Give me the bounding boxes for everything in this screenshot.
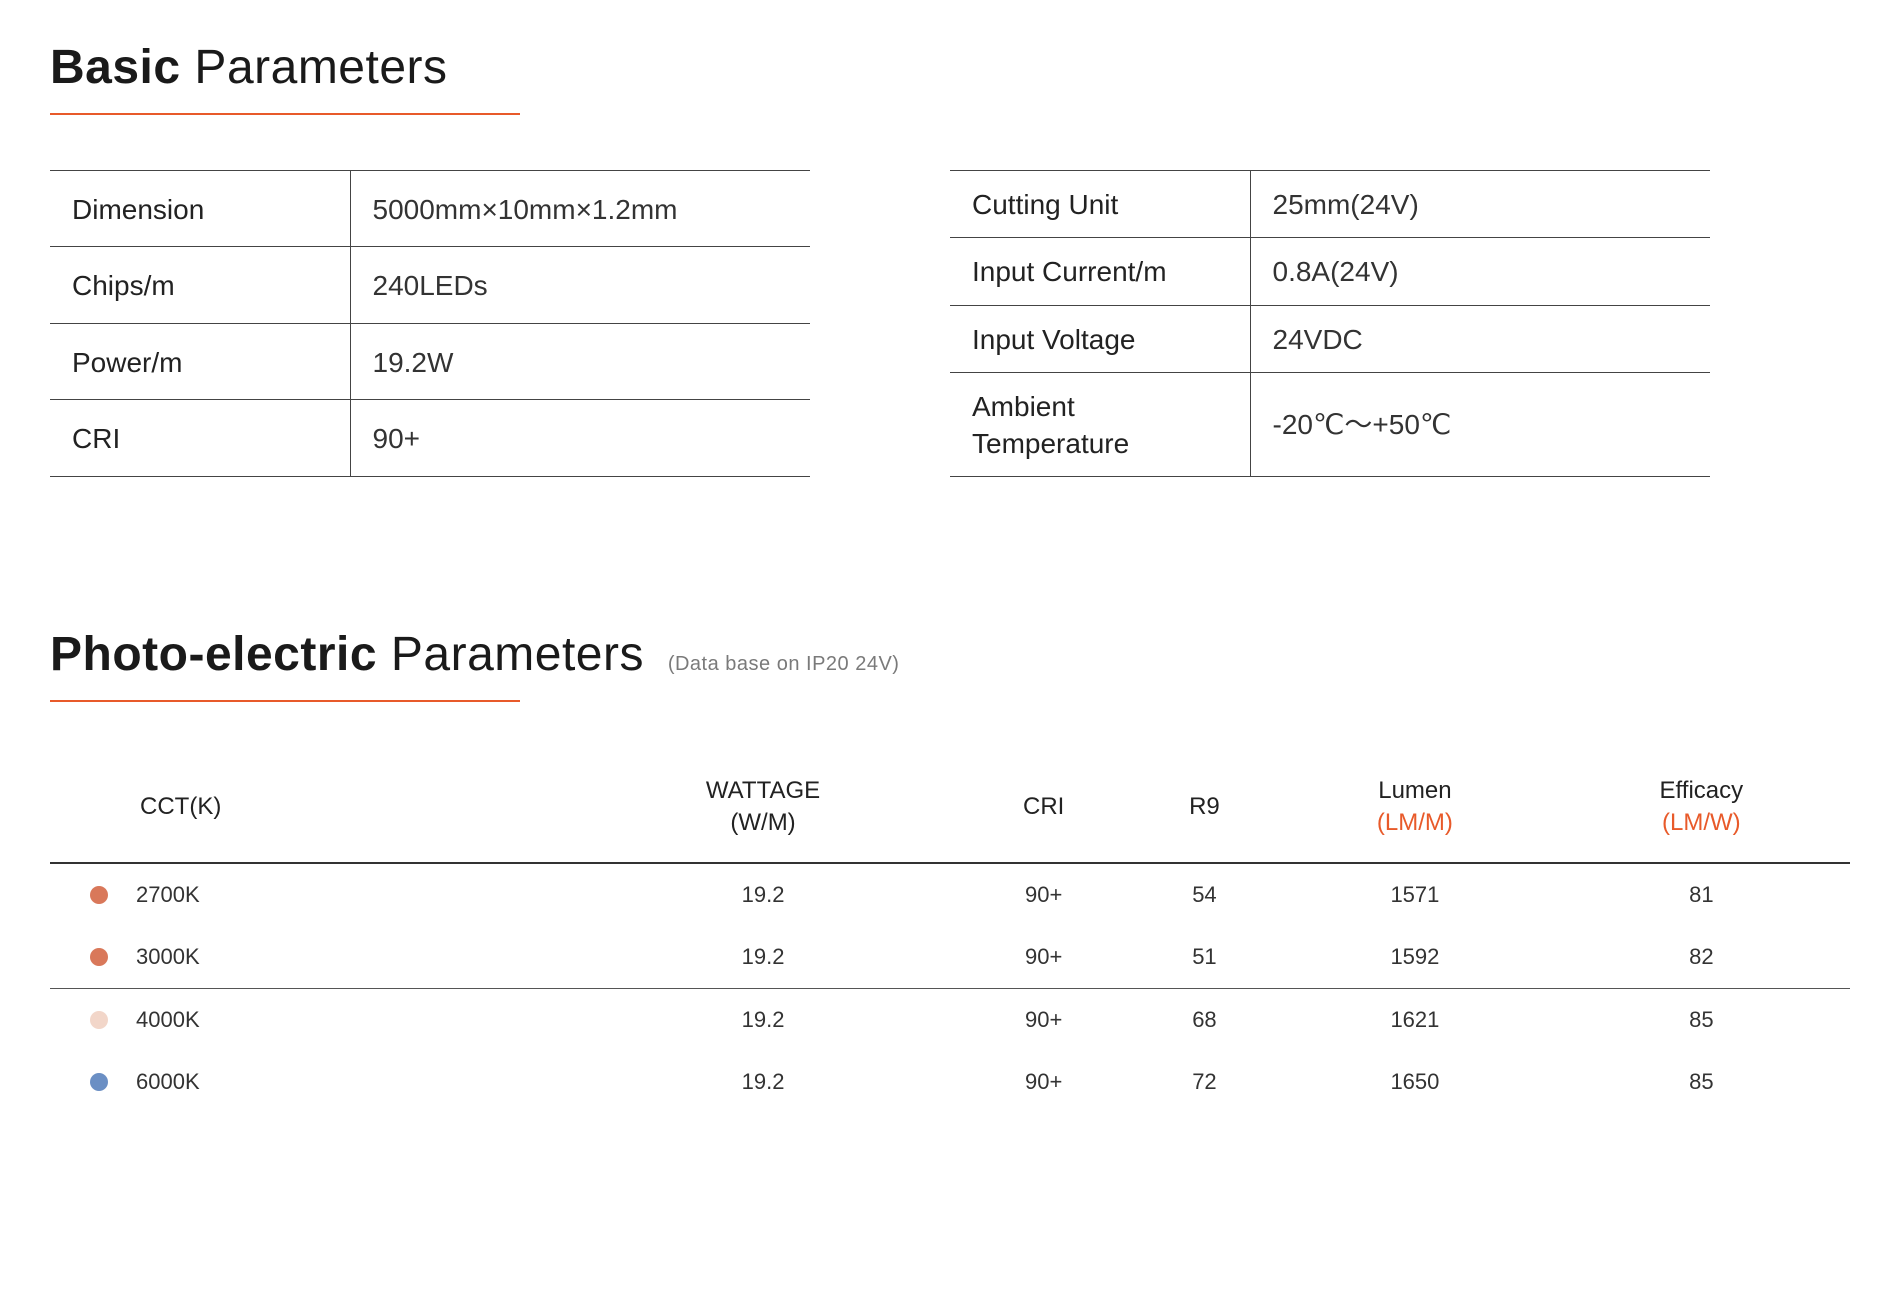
param-label: Dimension (50, 171, 350, 247)
table-row: 3000K 19.290+51159282 (50, 926, 1850, 989)
column-header-unit: (LM/M) (1287, 807, 1542, 839)
cri-cell: 90+ (956, 863, 1132, 926)
param-value: 5000mm×10mm×1.2mm (350, 171, 810, 247)
param-label: Cutting Unit (950, 171, 1250, 238)
table-row: Chips/m240LEDs (50, 247, 810, 323)
table-row: 2700K 19.290+54157181 (50, 863, 1850, 926)
r9-cell: 68 (1132, 988, 1277, 1051)
param-value: 25mm(24V) (1250, 171, 1710, 238)
lumen-cell: 1571 (1277, 863, 1552, 926)
title-bold: Photo-electric (50, 628, 377, 681)
efficacy-cell: 81 (1553, 863, 1850, 926)
title-underline (50, 700, 520, 702)
column-header: WATTAGE (W/M) (570, 757, 955, 863)
r9-cell: 54 (1132, 863, 1277, 926)
param-label: CRI (50, 400, 350, 477)
column-header: Lumen (LM/M) (1277, 757, 1552, 863)
color-swatch-icon (90, 1073, 108, 1091)
title-bold: Basic (50, 41, 181, 94)
param-label: Input Voltage (950, 305, 1250, 372)
param-value: 240LEDs (350, 247, 810, 323)
cct-value: 6000K (136, 1069, 200, 1094)
table-row: Dimension5000mm×10mm×1.2mm (50, 171, 810, 247)
table-row: 6000K 19.290+72165085 (50, 1051, 1850, 1113)
param-value: 19.2W (350, 323, 810, 399)
color-swatch-icon (90, 1011, 108, 1029)
title-underline (50, 113, 520, 115)
column-header-unit: (W/M) (580, 807, 945, 839)
color-swatch-icon (90, 886, 108, 904)
lumen-cell: 1621 (1277, 988, 1552, 1051)
wattage-cell: 19.2 (570, 1051, 955, 1113)
cct-value: 4000K (136, 1007, 200, 1032)
param-value: -20℃～+50℃ (1250, 373, 1710, 477)
column-header-label: CCT(K) (140, 793, 221, 820)
column-header-label: Lumen (1378, 777, 1451, 804)
table-row: CRI90+ (50, 400, 810, 477)
table-row: Power/m19.2W (50, 323, 810, 399)
subtitle-note: (Data base on IP20 24V) (668, 653, 900, 675)
photo-electric-table: CCT(K) WATTAGE (W/M) CRI R9 Lumen (LM/M) Effica… (50, 757, 1850, 1113)
basic-parameters-title: Basic Parameters (50, 40, 1850, 95)
cri-cell: 90+ (956, 1051, 1132, 1113)
column-header-label: CRI (1023, 793, 1064, 820)
column-header-unit: (LM/W) (1563, 807, 1840, 839)
wattage-cell: 19.2 (570, 863, 955, 926)
wattage-cell: 19.2 (570, 988, 955, 1051)
table-row: Cutting Unit25mm(24V) (950, 171, 1710, 238)
param-label: Input Current/m (950, 238, 1250, 305)
column-header: CCT(K) (50, 757, 570, 863)
cct-value: 2700K (136, 882, 200, 907)
r9-cell: 51 (1132, 926, 1277, 989)
column-header: CRI (956, 757, 1132, 863)
table-row: Ambient Temperature-20℃～+50℃ (950, 373, 1710, 477)
efficacy-cell: 85 (1553, 1051, 1850, 1113)
table-row: Input Current/m0.8A(24V) (950, 238, 1710, 305)
title-rest: Parameters (377, 628, 644, 681)
column-header: R9 (1132, 757, 1277, 863)
column-header: Efficacy (LM/W) (1553, 757, 1850, 863)
cct-cell: 2700K (50, 863, 570, 926)
cri-cell: 90+ (956, 926, 1132, 989)
param-label: Chips/m (50, 247, 350, 323)
param-value: 0.8A(24V) (1250, 238, 1710, 305)
param-value: 90+ (350, 400, 810, 477)
column-header-label: R9 (1189, 793, 1220, 820)
efficacy-cell: 82 (1553, 926, 1850, 989)
lumen-cell: 1592 (1277, 926, 1552, 989)
param-label: Power/m (50, 323, 350, 399)
cct-cell: 4000K (50, 988, 570, 1051)
table-row: Input Voltage24VDC (950, 305, 1710, 372)
lumen-cell: 1650 (1277, 1051, 1552, 1113)
cct-value: 3000K (136, 944, 200, 969)
title-rest: Parameters (181, 41, 448, 94)
basic-parameters-tables: Dimension5000mm×10mm×1.2mmChips/m240LEDs… (50, 170, 1850, 477)
photo-electric-title: Photo-electric Parameters (Data base on … (50, 627, 1850, 682)
table-row: 4000K 19.290+68162185 (50, 988, 1850, 1051)
basic-table-left: Dimension5000mm×10mm×1.2mmChips/m240LEDs… (50, 170, 810, 477)
param-value: 24VDC (1250, 305, 1710, 372)
r9-cell: 72 (1132, 1051, 1277, 1113)
column-header-label: WATTAGE (706, 777, 820, 804)
color-swatch-icon (90, 948, 108, 966)
page: Basic Parameters Dimension5000mm×10mm×1.… (0, 0, 1900, 1173)
wattage-cell: 19.2 (570, 926, 955, 989)
param-label: Ambient Temperature (950, 373, 1250, 477)
cct-cell: 6000K (50, 1051, 570, 1113)
efficacy-cell: 85 (1553, 988, 1850, 1051)
cct-cell: 3000K (50, 926, 570, 989)
column-header-label: Efficacy (1660, 777, 1744, 804)
basic-table-right: Cutting Unit25mm(24V)Input Current/m0.8A… (950, 170, 1710, 477)
cri-cell: 90+ (956, 988, 1132, 1051)
